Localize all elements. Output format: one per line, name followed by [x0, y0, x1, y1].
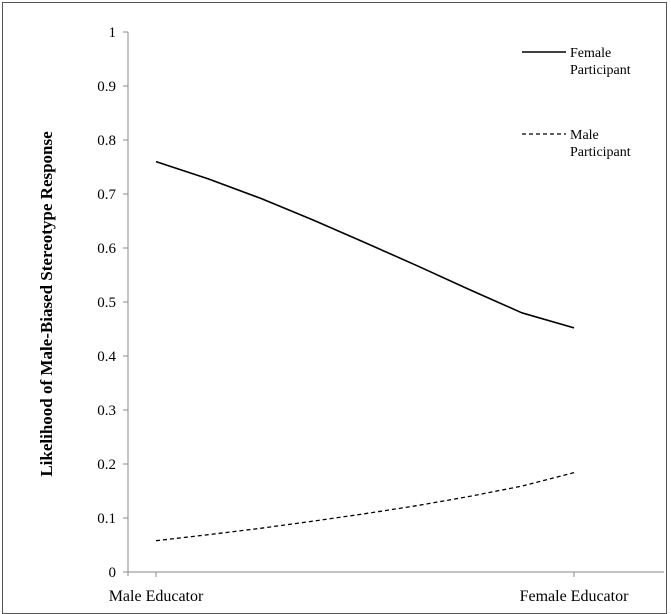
y-tick-label: 0.2: [97, 457, 116, 473]
series-line-female-participant: [155, 160, 575, 329]
legend-label-line: Female: [570, 46, 611, 61]
series-line-male-participant: [155, 471, 575, 542]
y-tick-label: 0.6: [97, 241, 116, 257]
y-tick-label: 0.3: [97, 403, 116, 419]
x-category-label: Male Educator: [109, 588, 204, 604]
y-tick-label: 0.5: [97, 295, 116, 311]
legend-label-line: Participant: [570, 145, 631, 160]
legend-label: Female Participant: [570, 46, 631, 78]
legend: Female Participant Male Participant: [522, 46, 631, 160]
legend-label-line: Male: [570, 128, 599, 143]
y-tick-label: 0.1: [97, 511, 116, 527]
x-category-label: Female Educator: [520, 588, 630, 604]
y-tick-label: 0.8: [97, 133, 116, 149]
series-group: [155, 160, 575, 542]
y-tick-label: 0.7: [97, 187, 116, 203]
legend-label: Male Participant: [570, 128, 631, 160]
legend-label-line: Participant: [570, 63, 631, 78]
y-tick-label: 0.4: [97, 349, 116, 365]
y-tick-label: 0: [109, 565, 117, 581]
y-tick-label: 0.9: [97, 79, 116, 95]
y-axis: 0 0.1 0.2 0.3 0.4 0.5 0.6 0.7 0.8 0.9 1: [97, 25, 129, 581]
y-axis-label: Likelihood of Male-Biased Stereotype Res…: [37, 131, 56, 477]
x-axis: Male Educator Female Educator: [109, 571, 664, 604]
y-tick-label: 1: [109, 25, 117, 41]
